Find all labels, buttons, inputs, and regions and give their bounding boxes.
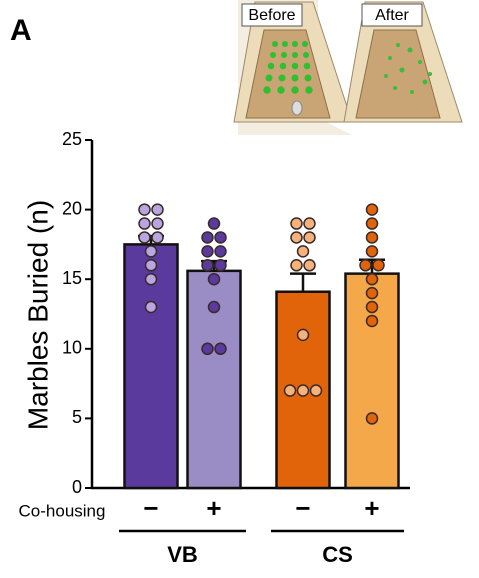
before-box	[241, 3, 303, 27]
data-point	[365, 412, 379, 425]
data-point	[290, 217, 303, 230]
data-point	[365, 314, 379, 328]
data-point	[290, 259, 303, 272]
data-point	[151, 217, 164, 230]
data-point	[214, 245, 227, 258]
data-point	[151, 231, 164, 244]
data-point	[207, 272, 221, 286]
y-axis-label: Marbles Buried (n)	[22, 200, 53, 430]
data-point	[296, 384, 310, 397]
marbles-after	[384, 43, 432, 94]
data-point	[201, 259, 214, 272]
data-point	[201, 231, 214, 244]
y-tick-label: 0	[72, 477, 82, 497]
x-axis-label: Co-housing	[19, 501, 106, 520]
data-point	[144, 300, 158, 314]
data-point	[201, 245, 214, 258]
x-tick-label: −	[143, 493, 158, 523]
x-tick-label: +	[364, 493, 379, 523]
data-point	[144, 272, 158, 286]
y-tick-label: 5	[72, 407, 82, 427]
data-point	[290, 231, 303, 244]
data-point	[359, 259, 372, 272]
data-point	[303, 231, 316, 244]
before-label: Before	[248, 7, 295, 24]
data-point	[207, 300, 221, 314]
y-tick-label: 15	[62, 268, 82, 288]
data-point	[365, 300, 379, 314]
data-point	[309, 384, 323, 397]
data-point	[151, 203, 164, 216]
marbles-before	[263, 41, 313, 94]
bar	[344, 272, 400, 490]
data-point	[214, 231, 227, 244]
group-label: VB	[167, 542, 198, 567]
data-point	[283, 384, 297, 397]
bedding-after	[355, 29, 441, 119]
data-point	[365, 231, 379, 244]
data-point	[296, 245, 310, 258]
data-point	[303, 217, 316, 230]
data-point	[138, 203, 151, 216]
x-tick-label: −	[295, 493, 310, 523]
data-point	[144, 245, 158, 258]
error-bar	[290, 272, 316, 292]
data-point	[144, 259, 158, 272]
data-point	[296, 328, 310, 342]
data-point	[138, 231, 151, 244]
x-tick-label: +	[206, 493, 221, 523]
data-point	[365, 217, 379, 230]
y-tick-label: 20	[62, 198, 82, 218]
data-point	[214, 342, 227, 356]
data-point	[372, 259, 385, 272]
group-label: CS	[322, 542, 353, 567]
data-point	[365, 203, 379, 216]
data-point	[365, 286, 379, 300]
after-label: After	[375, 7, 409, 24]
panel-label: A	[10, 14, 32, 47]
data-point	[365, 272, 379, 286]
y-tick-label: 25	[62, 129, 82, 149]
data-point	[303, 259, 316, 272]
after-box	[361, 3, 423, 27]
data-point	[201, 342, 214, 356]
inset: Before After	[233, 0, 463, 135]
y-tick-label: 10	[62, 338, 82, 358]
data-point	[365, 245, 379, 258]
data-point	[207, 217, 221, 230]
bedding-before	[245, 29, 331, 119]
data-point	[138, 217, 151, 230]
mouse	[291, 100, 303, 116]
data-point	[214, 259, 227, 272]
